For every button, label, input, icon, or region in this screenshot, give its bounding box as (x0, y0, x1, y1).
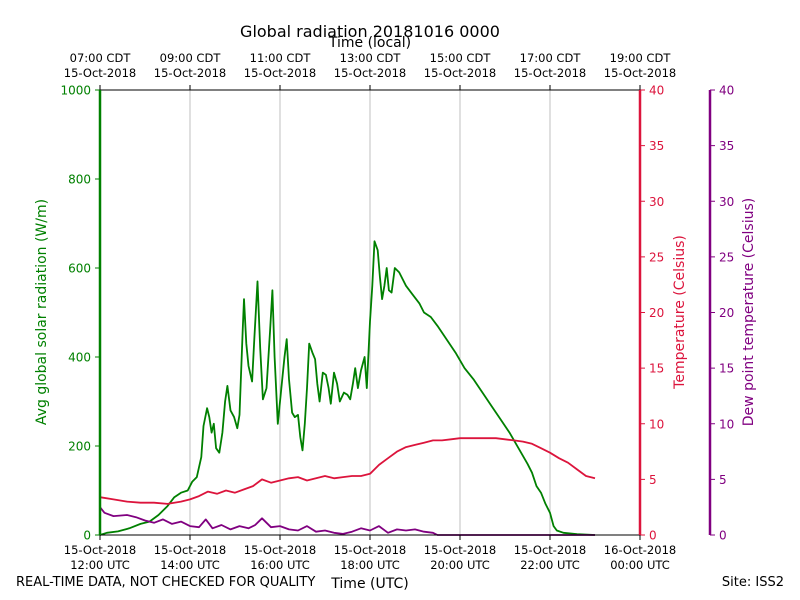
axes: 0 200 400 600 800 1000 0 0 5 5 10 10 15 15 20 20 25 25 30 3… (34, 22, 757, 592)
bottom-tick-time: 18:00 UTC (340, 558, 400, 572)
top-tick-time: 07:00 CDT (70, 51, 132, 65)
right-tick-label: 5 (649, 473, 657, 487)
dewpoint-tick-label: 5 (719, 473, 727, 487)
bottom-tick-time: 12:00 UTC (70, 558, 130, 572)
bottom-tick-date: 16-Oct-2018 (604, 543, 676, 557)
left-axis-title: Avg global solar radiation (W/m) (34, 199, 50, 425)
bottom-tick-time: 20:00 UTC (430, 558, 490, 572)
top-tick-date: 15-Oct-2018 (154, 66, 226, 80)
bottom-tick-time: 22:00 UTC (520, 558, 580, 572)
bottom-tick-date: 15-Oct-2018 (514, 543, 586, 557)
right-tick-label: 30 (649, 195, 664, 209)
top-tick-time: 09:00 CDT (160, 51, 222, 65)
top-tick-date: 15-Oct-2018 (244, 66, 316, 80)
top-tick-date: 15-Oct-2018 (334, 66, 406, 80)
dewpoint-series-line (99, 506, 595, 536)
left-tick-label: 600 (68, 262, 91, 276)
right-tick-label: 0 (649, 529, 657, 543)
right-tick-label: 20 (649, 306, 664, 320)
bottom-tick-time: 14:00 UTC (160, 558, 220, 572)
chart-title: Global radiation 20181016 0000 (240, 22, 500, 41)
series-layer (99, 240, 596, 536)
left-tick-label: 800 (68, 173, 91, 187)
bottom-tick-date: 15-Oct-2018 (64, 543, 136, 557)
top-tick-date: 15-Oct-2018 (604, 66, 676, 80)
temperature-series-line (99, 437, 596, 505)
top-tick-time: 19:00 CDT (610, 51, 672, 65)
left-tick-label: 400 (68, 351, 91, 365)
site-label: Site: ISS2 (721, 575, 784, 590)
dewpoint-tick-label: 10 (719, 417, 734, 431)
bottom-tick-date: 15-Oct-2018 (154, 543, 226, 557)
bottom-tick-date: 15-Oct-2018 (334, 543, 406, 557)
dewpoint-tick-label: 20 (719, 306, 734, 320)
dewpoint-tick-label: 25 (719, 250, 734, 264)
right-axis-title: Temperature (Celsius) (672, 235, 688, 390)
right-tick-label: 35 (649, 139, 664, 153)
dewpoint-tick-label: 35 (719, 139, 734, 153)
right-tick-label: 40 (649, 84, 664, 98)
left-tick-label: 200 (68, 440, 91, 454)
right-tick-label: 10 (649, 417, 664, 431)
top-tick-time: 15:00 CDT (430, 51, 492, 65)
left-tick-label: 1000 (60, 84, 91, 98)
top-tick-time: 17:00 CDT (520, 51, 582, 65)
bottom-tick-date: 15-Oct-2018 (244, 543, 316, 557)
top-tick-date: 15-Oct-2018 (514, 66, 586, 80)
dewpoint-tick-label: 30 (719, 195, 734, 209)
bottom-tick-date: 15-Oct-2018 (424, 543, 496, 557)
top-axis-title: Time (local) (328, 35, 411, 51)
x-axis-title: Time (UTC) (330, 576, 408, 592)
bottom-tick-time: 00:00 UTC (610, 558, 670, 572)
right-tick-label: 25 (649, 250, 664, 264)
dewpoint-tick-label: 40 (719, 84, 734, 98)
dewpoint-tick-label: 0 (719, 529, 727, 543)
dewpoint-axis-title: Dew point temperature (Celsius) (741, 198, 757, 426)
top-tick-time: 13:00 CDT (340, 51, 402, 65)
top-tick-time: 11:00 CDT (250, 51, 312, 65)
right-tick-label: 15 (649, 362, 664, 376)
bottom-tick-time: 16:00 UTC (250, 558, 310, 572)
top-tick-date: 15-Oct-2018 (424, 66, 496, 80)
top-tick-date: 15-Oct-2018 (64, 66, 136, 80)
dewpoint-tick-label: 15 (719, 362, 734, 376)
left-tick-label: 0 (83, 529, 91, 543)
quality-note: REAL-TIME DATA, NOT CHECKED FOR QUALITY (16, 575, 316, 590)
radiation-series-line (99, 240, 596, 536)
